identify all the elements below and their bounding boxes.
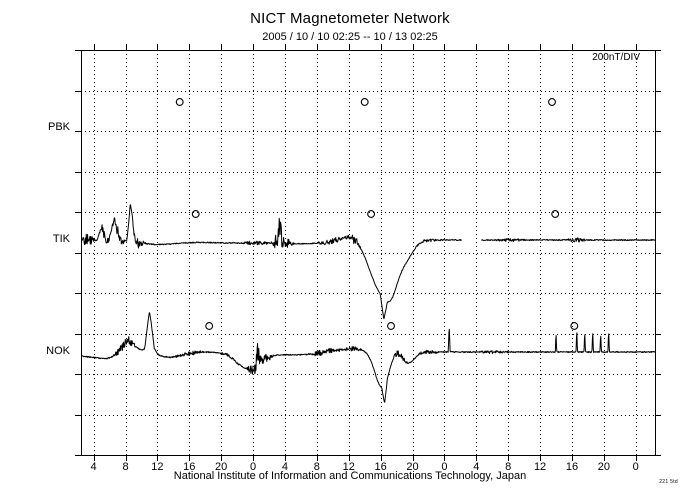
x-tick-label: 4 <box>281 461 289 473</box>
x-tick-label: 16 <box>565 461 579 473</box>
x-tick-label: 8 <box>122 461 129 473</box>
time-range-subtitle: 2005 / 10 / 10 02:25 -- 10 / 13 02:25 <box>262 31 438 43</box>
x-tick-label: 4 <box>473 461 480 473</box>
plot-frame <box>75 44 661 461</box>
x-tick-label: 16 <box>374 461 387 473</box>
x-tick-label: 20 <box>597 461 610 473</box>
x-tick-label: 0 <box>441 461 448 473</box>
x-tick-label: 4 <box>90 461 97 473</box>
x-tick-label: 8 <box>313 461 320 473</box>
x-tick-label: 20 <box>215 461 228 473</box>
trace-layer <box>80 204 656 403</box>
x-tick-label: 8 <box>505 461 512 473</box>
x-tick-label: 0 <box>632 461 639 473</box>
x-tick-label: 12 <box>342 461 355 473</box>
x-tick-label: 0 <box>250 461 257 473</box>
x-tick-label: 16 <box>183 461 196 473</box>
page-title: NICT Magnetometer Network <box>250 10 450 27</box>
x-tick-label: 12 <box>533 461 547 473</box>
station-label-tik: TIK <box>52 233 70 245</box>
scale-label: 200nT/DIV <box>592 52 640 63</box>
station-label-nok: NOK <box>46 345 70 357</box>
station-label-pbk: PBK <box>47 121 70 133</box>
x-tick-label: 12 <box>151 461 164 473</box>
footer-small-credit: 221 5td <box>659 479 678 485</box>
grid-layer <box>81 50 655 456</box>
marker-layer <box>175 98 579 330</box>
x-tick-label: 20 <box>406 461 419 473</box>
footer-credit: National Institute of Information and Co… <box>173 470 527 482</box>
